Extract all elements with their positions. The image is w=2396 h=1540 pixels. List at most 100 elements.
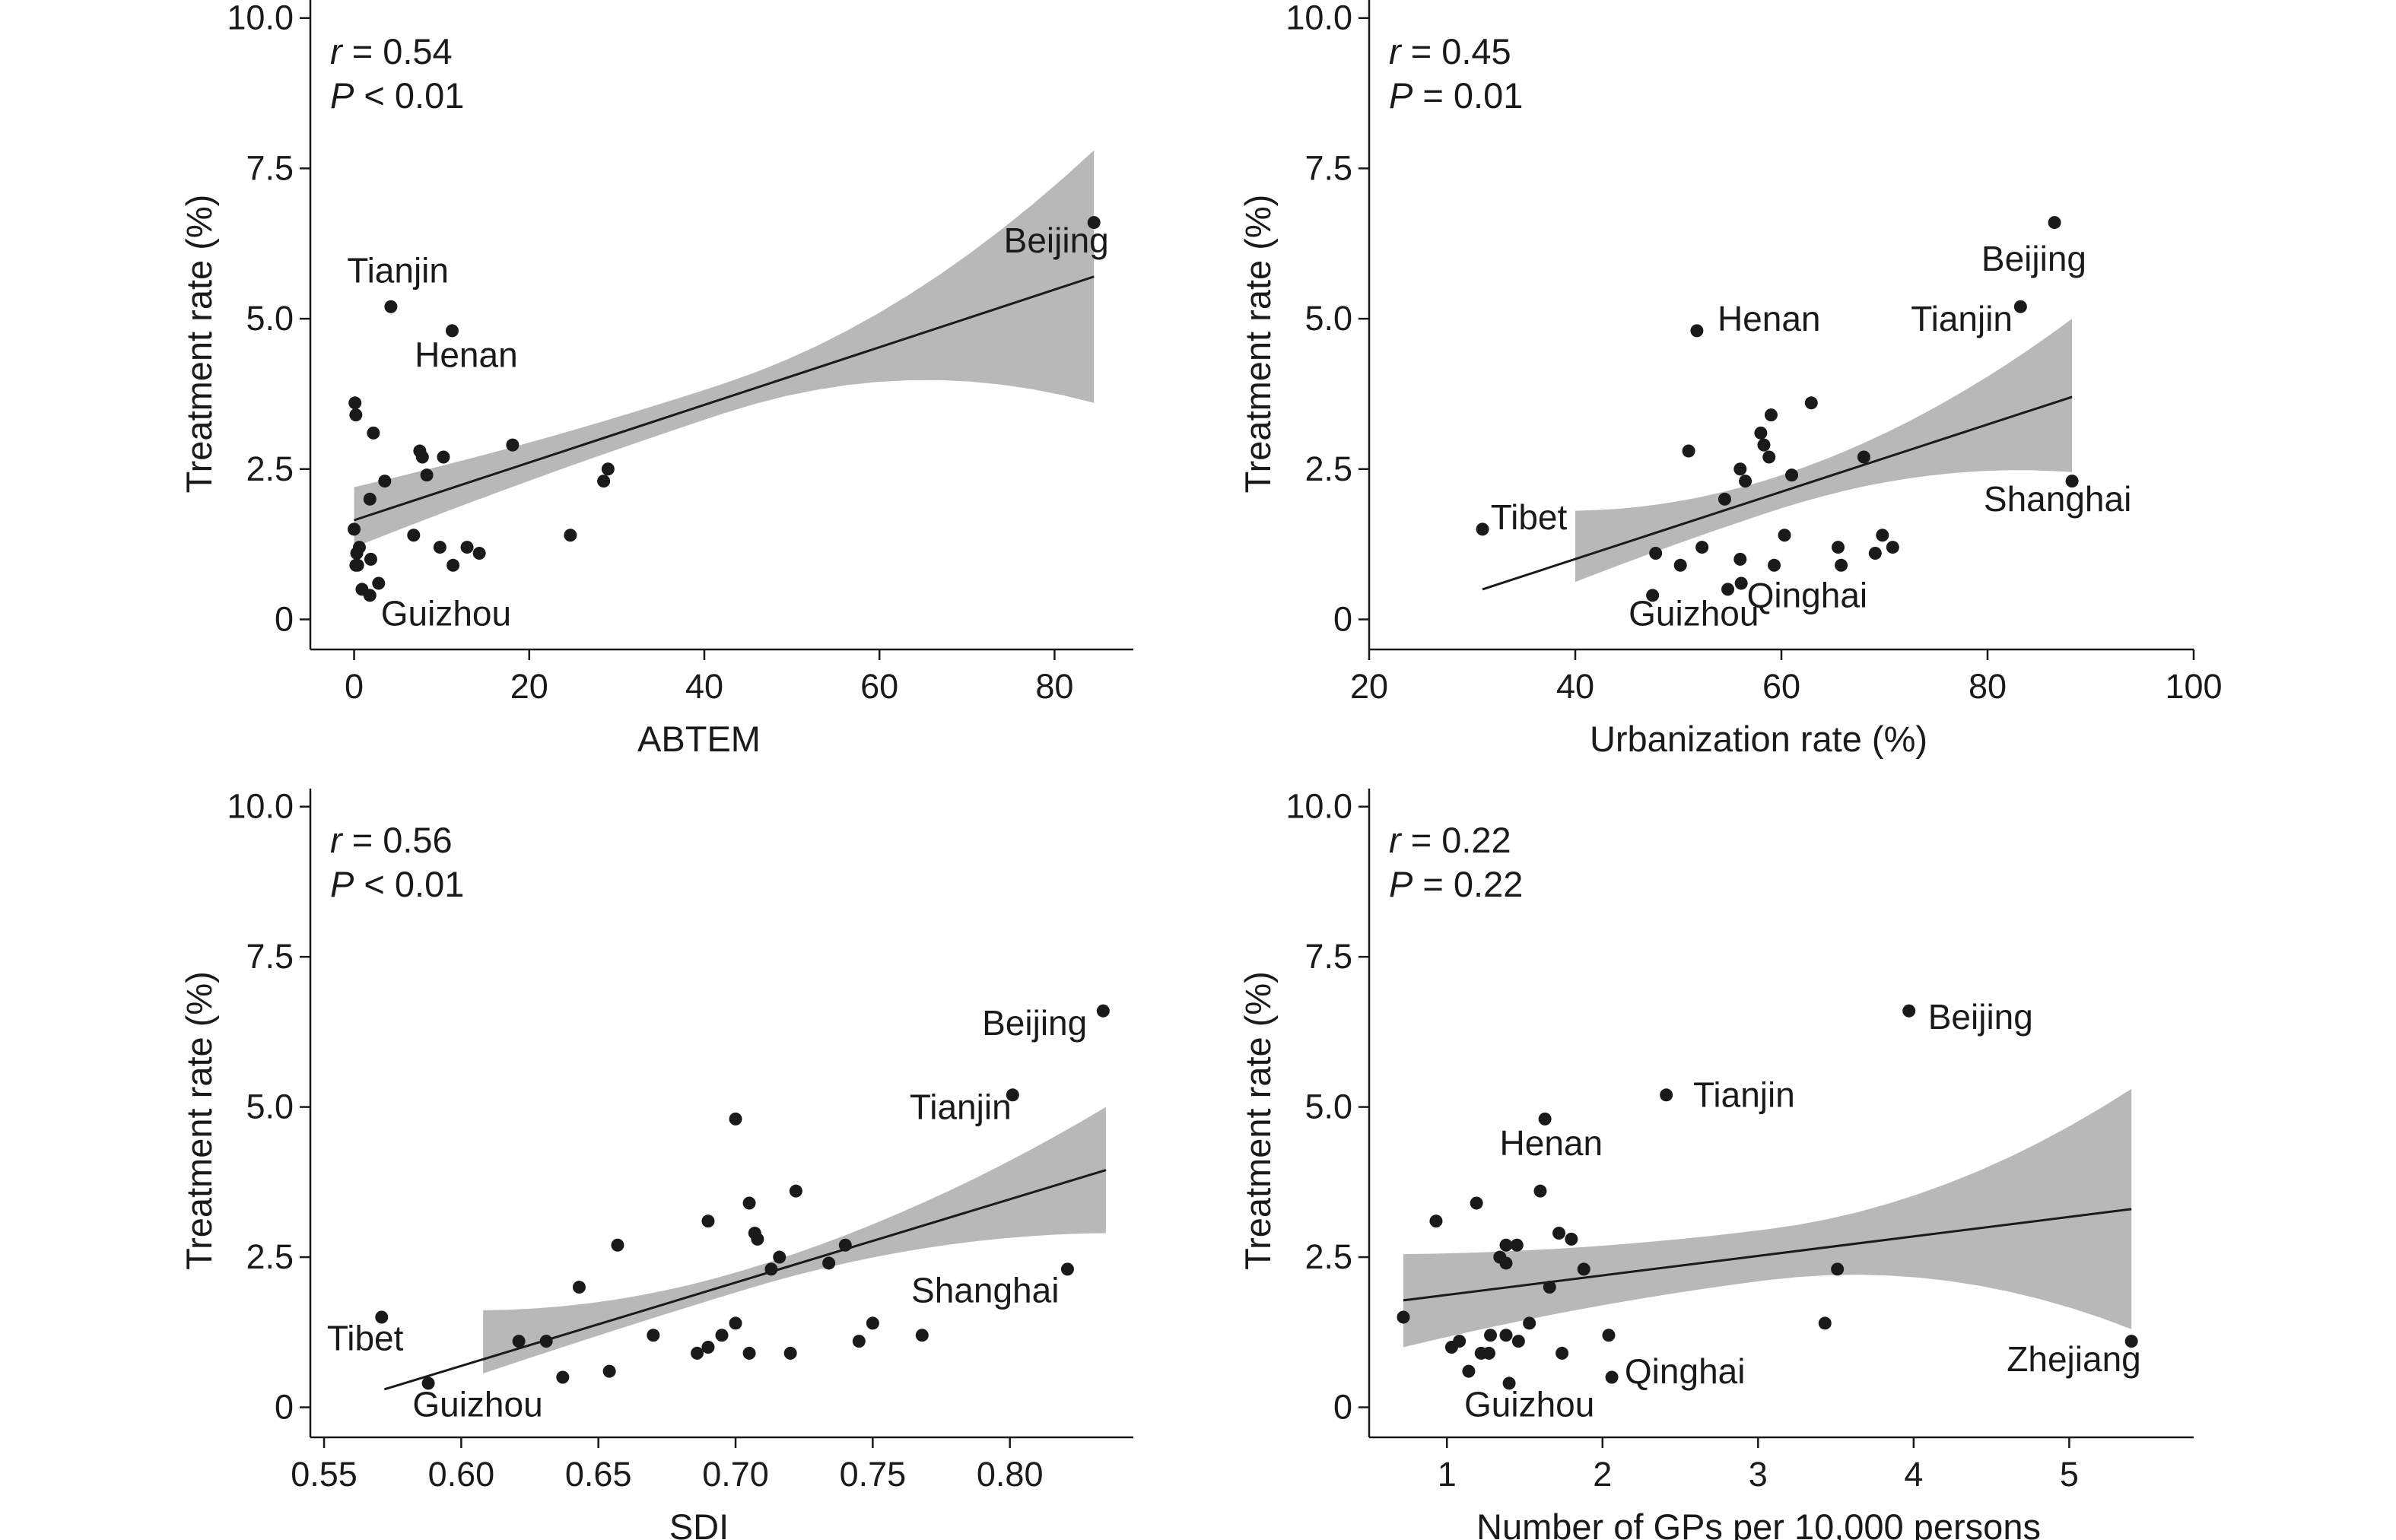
data-point <box>1577 1262 1590 1276</box>
x-tick-label: 100 <box>2165 667 2222 706</box>
data-point <box>1060 1262 1074 1276</box>
data-point <box>1649 546 1663 560</box>
data-point <box>367 426 380 440</box>
data-point <box>460 541 474 554</box>
point-label-shanghai: Shanghai <box>1984 479 2131 519</box>
data-point <box>1886 541 1899 554</box>
data-point <box>789 1184 802 1198</box>
y-tick-label: 10.0 <box>227 0 294 37</box>
x-tick-label: 2 <box>1593 1455 1612 1494</box>
data-point <box>1857 450 1870 464</box>
data-point <box>1695 541 1709 554</box>
data-point <box>372 576 386 590</box>
data-point <box>822 1256 836 1270</box>
stat-p: P = 0.22 <box>1389 864 1523 904</box>
stat-r-value: = 0.45 <box>1401 31 1511 71</box>
data-point <box>1768 558 1781 572</box>
stat-r: r = 0.22 <box>1389 820 1511 860</box>
data-point <box>597 475 611 488</box>
data-point <box>1087 216 1101 230</box>
y-tick-label: 7.5 <box>1304 937 1352 976</box>
stat-p-value: = 0.22 <box>1412 864 1523 904</box>
data-point <box>701 1341 715 1354</box>
stat-r-symbol: r <box>330 31 344 71</box>
x-tick-label: 0.55 <box>291 1455 357 1494</box>
data-point <box>415 450 429 464</box>
y-tick-label: 5.0 <box>1304 299 1352 338</box>
data-point <box>742 1346 756 1360</box>
point-label-tianjin: Tianjin <box>1693 1075 1795 1115</box>
y-tick-label: 10.0 <box>1285 787 1352 826</box>
point-label-guizhou: Guizhou <box>381 593 511 633</box>
data-point <box>1682 444 1695 458</box>
data-point <box>421 1376 435 1390</box>
data-point <box>715 1329 729 1342</box>
point-label-henan: Henan <box>415 335 518 374</box>
data-point <box>1523 1316 1536 1330</box>
x-tick-label: 0.60 <box>428 1455 495 1494</box>
data-point <box>1835 558 1848 572</box>
data-point <box>506 438 520 452</box>
data-point <box>2065 475 2079 488</box>
stat-r: r = 0.45 <box>1389 31 1511 71</box>
x-tick-label: 0.75 <box>840 1455 907 1494</box>
data-point <box>350 546 364 560</box>
data-point <box>556 1370 570 1384</box>
y-axis-title: Treatment rate (%) <box>1238 195 1278 494</box>
data-point <box>437 450 450 464</box>
point-label-beijing: Beijing <box>1004 221 1109 260</box>
data-point <box>1739 475 1753 488</box>
data-point <box>1818 1316 1832 1330</box>
y-axis-title: Treatment rate (%) <box>179 971 219 1270</box>
data-point <box>1499 1256 1513 1270</box>
point-label-guizhou: Guizhou <box>1464 1384 1594 1424</box>
data-point <box>363 589 377 602</box>
data-point <box>539 1335 553 1348</box>
stat-p-symbol: P <box>1389 75 1413 116</box>
stat-p-value: < 0.01 <box>354 75 464 116</box>
stat-p-value: = 0.01 <box>1412 75 1523 116</box>
data-point <box>1868 546 1882 560</box>
stat-r: r = 0.54 <box>330 31 453 71</box>
stat-r-value: = 0.22 <box>1401 820 1511 860</box>
regression-line <box>1482 395 2073 591</box>
x-tick-label: 80 <box>1969 667 2007 706</box>
data-point <box>1538 1112 1552 1126</box>
data-point <box>1502 1376 1516 1390</box>
data-point <box>1876 529 1889 542</box>
x-tick-label: 3 <box>1749 1455 1768 1494</box>
point-label-qinghai: Qinghai <box>1625 1351 1746 1391</box>
data-point <box>349 558 363 572</box>
data-point <box>647 1329 660 1342</box>
y-tick-label: 10.0 <box>1285 0 1352 37</box>
data-point <box>2013 300 2027 313</box>
x-tick-label: 80 <box>1035 667 1073 706</box>
point-label-beijing: Beijing <box>1928 997 2033 1037</box>
stat-p: P = 0.01 <box>1389 75 1523 116</box>
data-point <box>472 546 486 560</box>
stat-p-symbol: P <box>1389 864 1413 904</box>
data-point <box>1785 468 1799 482</box>
data-point <box>1673 558 1687 572</box>
point-label-tianjin: Tianjin <box>910 1087 1012 1126</box>
data-point <box>349 408 363 422</box>
data-point <box>1429 1215 1443 1228</box>
x-tick-label: 0.80 <box>977 1455 1044 1494</box>
data-point <box>1499 1238 1513 1252</box>
data-point <box>1543 1281 1556 1294</box>
point-label-zhejiang: Zhejiang <box>2007 1339 2140 1379</box>
regression-line <box>1403 1208 2132 1302</box>
data-point <box>433 541 446 554</box>
data-point <box>1757 438 1771 452</box>
y-tick-label: 2.5 <box>246 1237 294 1276</box>
data-point <box>611 1238 624 1252</box>
y-axis-title: Treatment rate (%) <box>179 195 219 494</box>
data-point <box>783 1346 797 1360</box>
x-tick-label: 5 <box>2060 1455 2079 1494</box>
regression-line <box>383 1169 1107 1391</box>
data-point <box>1499 1329 1513 1342</box>
data-point <box>1511 1335 1525 1348</box>
y-tick-label: 5.0 <box>1304 1088 1352 1126</box>
data-point <box>915 1329 929 1342</box>
